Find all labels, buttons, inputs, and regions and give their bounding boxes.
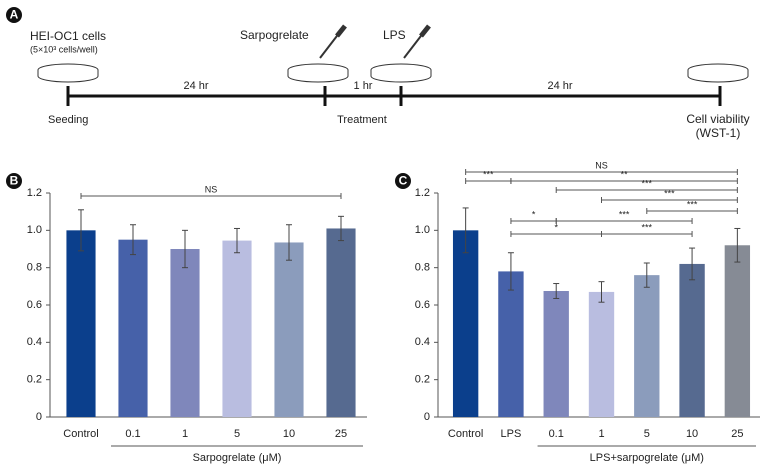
bar [498,271,524,417]
step-label: Seeding [48,114,88,126]
panel-badge [395,173,411,189]
dish [37,70,99,83]
panel-badge [6,173,22,189]
panel-badge [6,7,22,23]
y-tick-label: 0.8 [27,262,42,274]
cells-label: HEI-OC1 cells [30,29,106,43]
y-tick-label: 0.2 [27,374,42,386]
significance-label: * [554,222,558,232]
bar [222,240,252,417]
step-label: (WST-1) [696,126,741,140]
x-tick-label: 5 [234,428,240,440]
bar [326,228,356,417]
x-tick-label: Control [63,428,98,440]
x-axis-label: LPS+sarpogrelate (μM) [590,452,704,464]
step-label: Treatment [337,114,387,126]
significance-label: ** [621,169,629,179]
bar [634,275,660,417]
bar [543,291,569,417]
x-tick-label: 25 [731,428,743,440]
drug-label: LPS [383,28,406,42]
density-label: (5×10³ cells/well) [30,44,98,54]
significance-label: *** [642,222,653,232]
significance-label: *** [664,188,675,198]
panel-label: A [10,8,19,22]
interval-label: 1 hr [354,80,373,92]
y-tick-label: 0.6 [27,299,42,311]
y-tick-label: 1.2 [27,187,42,199]
bar [118,239,148,417]
panel-label: C [399,174,408,188]
x-tick-label: 10 [283,428,295,440]
panel-label: B [10,174,19,188]
significance-label: * [532,209,536,219]
bar [170,249,200,417]
x-tick-label: 5 [644,428,650,440]
y-tick-label: 0.6 [415,299,430,311]
pipette [419,24,431,38]
x-tick-label: 0.1 [549,428,564,440]
pipette [335,24,347,38]
pipettes [319,24,431,59]
significance-label: NS [205,184,218,194]
y-tick-label: 0.8 [415,262,430,274]
drug-label: Sarpogrelate [240,28,309,42]
pipette [403,31,425,59]
y-tick-label: 1.2 [415,187,430,199]
significance-label: NS [595,160,608,170]
y-tick-label: 0.2 [415,374,430,386]
y-tick-label: 1.0 [27,224,42,236]
dish [370,70,432,83]
y-tick-label: 0 [36,411,42,423]
y-tick-label: 0 [424,411,430,423]
y-tick-label: 0.4 [27,336,42,348]
bar [452,230,479,417]
y-tick-label: 1.0 [415,224,430,236]
significance-label: *** [642,178,653,188]
bar [724,245,751,417]
x-tick-label: 25 [335,428,347,440]
bar [679,263,705,417]
interval-label: 24 hr [547,80,572,92]
dish [687,70,749,83]
interval-label: 24 hr [183,80,208,92]
pipette [319,31,341,59]
x-tick-label: 1 [182,428,188,440]
bar [66,230,96,417]
dishes [37,63,749,83]
bar [588,291,615,417]
step-label: Cell viability [686,112,749,126]
x-tick-label: Control [448,428,483,440]
bar [274,242,304,417]
y-tick-label: 0.4 [415,336,430,348]
x-tick-label: 1 [598,428,604,440]
significance-label: *** [483,169,494,179]
timeline: A HEI-OC1 cells (5×10³ cells/well) Sarpo… [6,7,750,140]
x-axis-label: Sarpogrelate (μM) [193,452,282,464]
significance-label: *** [687,199,698,209]
x-tick-label: 0.1 [125,428,140,440]
x-tick-label: LPS [501,428,522,440]
significance-label: *** [619,209,630,219]
dish [287,70,349,83]
x-tick-label: 10 [686,428,698,440]
